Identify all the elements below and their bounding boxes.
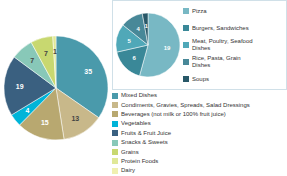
svg-text:35: 35 xyxy=(84,68,92,75)
svg-text:15: 15 xyxy=(41,119,49,126)
svg-text:4: 4 xyxy=(25,107,29,114)
svg-text:7: 7 xyxy=(44,50,48,57)
svg-text:1: 1 xyxy=(145,23,149,29)
html-text:Beverages (not milk or 100% fr: Beverages (not milk or 100% fruit juice) xyxy=(121,111,226,117)
html-text:Mixed Dishes: Mixed Dishes xyxy=(121,92,157,99)
html-text:Protein Foods: Protein Foods xyxy=(121,157,159,164)
svg-text:1: 1 xyxy=(53,48,57,55)
html-text:Dairy: Dairy xyxy=(121,167,135,174)
html-text:Grains: Grains xyxy=(121,148,139,155)
html-text:Pizza: Pizza xyxy=(192,7,207,14)
svg-text:7: 7 xyxy=(30,57,34,64)
html-text:Condiments, Gravies, Spreads,: Condiments, Gravies, Spreads, Salad Dres… xyxy=(121,101,250,108)
svg-text:4: 4 xyxy=(136,26,140,32)
svg-text:19: 19 xyxy=(16,83,24,90)
svg-text:5: 5 xyxy=(128,38,132,44)
svg-text:13: 13 xyxy=(71,115,79,122)
html-text:Burgers, Sandwiches: Burgers, Sandwiches xyxy=(192,24,249,31)
html-text:Rice, Pasta, Grain Dishes: Rice, Pasta, Grain Dishes xyxy=(192,55,241,68)
svg-text:19: 19 xyxy=(164,45,171,51)
html-text:Snacks & Sweets: Snacks & Sweets xyxy=(121,139,168,146)
html-text:Fruits & Fruit Juice: Fruits & Fruit Juice xyxy=(121,129,171,136)
html-text:Vegetables: Vegetables xyxy=(121,120,151,127)
svg-text:6: 6 xyxy=(132,55,136,61)
html-text:Meat, Poultry, Seafood Dishes: Meat, Poultry, Seafood Dishes xyxy=(192,38,253,51)
html-text:Soups: Soups xyxy=(192,75,209,82)
